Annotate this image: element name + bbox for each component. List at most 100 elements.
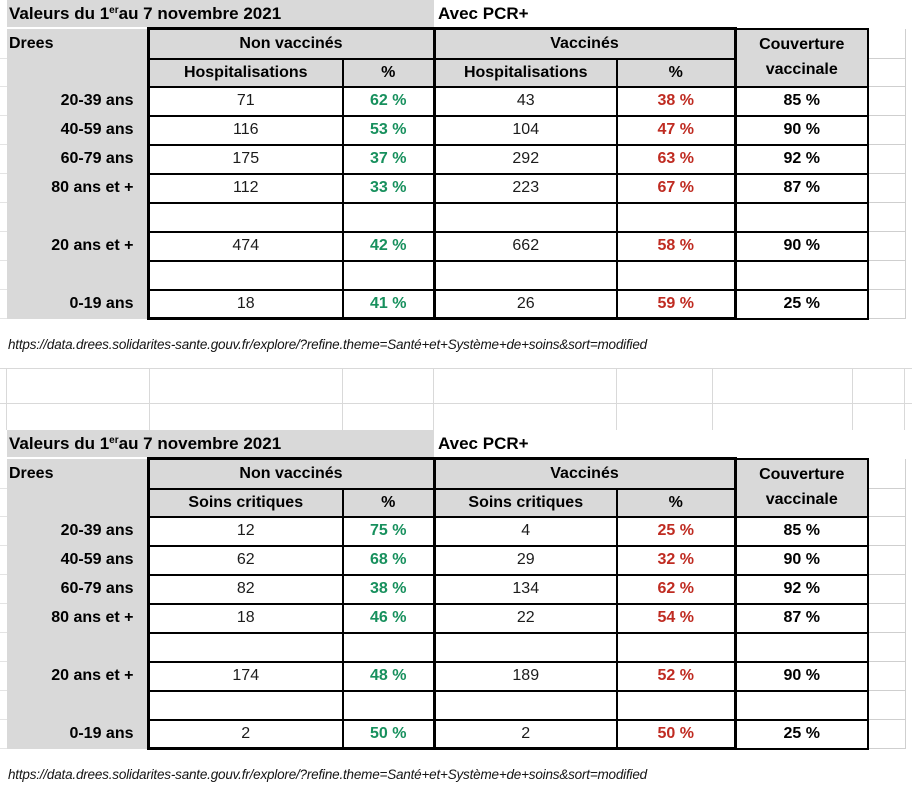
cell-nonvax-pct[interactable]: [342, 201, 436, 233]
cell-vax-pct[interactable]: [616, 631, 737, 663]
cell-coverage[interactable]: [734, 259, 869, 291]
cell-nonvax-pct[interactable]: 68 %: [342, 544, 436, 576]
cell-nonvax-count[interactable]: 12: [146, 515, 344, 547]
row-label[interactable]: 40-59 ans: [7, 115, 148, 145]
row-label[interactable]: [7, 690, 148, 720]
group-header-vaccines[interactable]: Vaccinés: [432, 27, 737, 60]
subheader-pct-vax[interactable]: %: [616, 487, 737, 518]
cell-nonvax-pct[interactable]: 33 %: [342, 172, 436, 204]
cell-vax-pct[interactable]: 25 %: [616, 515, 737, 547]
row-label[interactable]: 0-19 ans: [7, 719, 148, 749]
cell-coverage[interactable]: 85 %: [734, 85, 869, 117]
cell-coverage[interactable]: [734, 201, 869, 233]
cell-vax-count[interactable]: 104: [432, 114, 618, 146]
cell-nonvax-count[interactable]: 18: [146, 602, 344, 634]
cell-nonvax-pct[interactable]: 48 %: [342, 660, 436, 692]
cell-vax-pct[interactable]: 62 %: [616, 573, 737, 605]
cell-coverage[interactable]: 90 %: [734, 114, 869, 146]
cell-nonvax-count[interactable]: 71: [146, 85, 344, 117]
cell-vax-pct[interactable]: [616, 689, 737, 721]
cell-vax-pct[interactable]: 63 %: [616, 143, 737, 175]
cell-coverage[interactable]: 90 %: [734, 660, 869, 692]
cell-nonvax-count[interactable]: 116: [146, 114, 344, 146]
cell-nonvax-pct[interactable]: 41 %: [342, 288, 436, 320]
cell-nonvax-count[interactable]: 175: [146, 143, 344, 175]
group-header-nonvaccines[interactable]: Non vaccinés: [146, 457, 436, 490]
row-label[interactable]: [7, 260, 148, 290]
subheader-pct-nonvax[interactable]: %: [342, 57, 436, 88]
cell-nonvax-count[interactable]: 474: [146, 230, 344, 262]
cell-vax-pct[interactable]: 58 %: [616, 230, 737, 262]
cell-nonvax-pct[interactable]: 38 %: [342, 573, 436, 605]
cell-nonvax-count[interactable]: [146, 631, 344, 663]
cell-nonvax-count[interactable]: [146, 259, 344, 291]
cell-coverage[interactable]: 25 %: [734, 288, 869, 320]
row-label[interactable]: 0-19 ans: [7, 289, 148, 319]
subheader-pct-vax[interactable]: %: [616, 57, 737, 88]
cell-vax-count[interactable]: [432, 631, 618, 663]
cell-nonvax-count[interactable]: 62: [146, 544, 344, 576]
cell-vax-count[interactable]: 22: [432, 602, 618, 634]
cell-vax-count[interactable]: 26: [432, 288, 618, 320]
cell-vax-count[interactable]: [432, 201, 618, 233]
row-label[interactable]: 20 ans et +: [7, 231, 148, 261]
cell-coverage[interactable]: 87 %: [734, 602, 869, 634]
subheader-pct-nonvax[interactable]: %: [342, 487, 436, 518]
cell-vax-pct[interactable]: 50 %: [616, 718, 737, 750]
cell-nonvax-count[interactable]: 112: [146, 172, 344, 204]
cell-vax-pct[interactable]: 52 %: [616, 660, 737, 692]
cell-vax-pct[interactable]: 47 %: [616, 114, 737, 146]
cell-vax-count[interactable]: 134: [432, 573, 618, 605]
cell-coverage[interactable]: [734, 689, 869, 721]
subheader-metric-nonvax[interactable]: Hospitalisations: [146, 57, 344, 88]
corner-label-drees[interactable]: Drees: [7, 28, 148, 59]
cell-coverage[interactable]: 85 %: [734, 515, 869, 547]
cell-vax-count[interactable]: [432, 259, 618, 291]
cell-nonvax-pct[interactable]: 42 %: [342, 230, 436, 262]
cell-coverage[interactable]: 92 %: [734, 143, 869, 175]
cell-vax-count[interactable]: 662: [432, 230, 618, 262]
row-label[interactable]: 80 ans et +: [7, 173, 148, 203]
coverage-header[interactable]: Couverture vaccinale: [734, 457, 869, 518]
cell-vax-count[interactable]: 189: [432, 660, 618, 692]
cell-vax-pct[interactable]: [616, 201, 737, 233]
coverage-header[interactable]: Couverture vaccinale: [734, 27, 869, 88]
cell-coverage[interactable]: 92 %: [734, 573, 869, 605]
cell-nonvax-pct[interactable]: 62 %: [342, 85, 436, 117]
cell-vax-pct[interactable]: 32 %: [616, 544, 737, 576]
cell-nonvax-count[interactable]: 174: [146, 660, 344, 692]
sheet-title[interactable]: Valeurs du 1 er au 7 novembre 2021: [7, 0, 434, 27]
cell-coverage[interactable]: 90 %: [734, 230, 869, 262]
row-label[interactable]: 20-39 ans: [7, 86, 148, 116]
cell-coverage[interactable]: 25 %: [734, 718, 869, 750]
cell-nonvax-pct[interactable]: 37 %: [342, 143, 436, 175]
subheader-metric-vax[interactable]: Hospitalisations: [432, 57, 618, 88]
cell-nonvax-count[interactable]: 2: [146, 718, 344, 750]
cell-vax-count[interactable]: 29: [432, 544, 618, 576]
cell-coverage[interactable]: 87 %: [734, 172, 869, 204]
cell-coverage[interactable]: [734, 631, 869, 663]
cell-vax-count[interactable]: [432, 689, 618, 721]
cell-vax-count[interactable]: 292: [432, 143, 618, 175]
cell-vax-count[interactable]: 2: [432, 718, 618, 750]
cell-nonvax-count[interactable]: [146, 201, 344, 233]
cell-nonvax-pct[interactable]: [342, 631, 436, 663]
cell-vax-pct[interactable]: 54 %: [616, 602, 737, 634]
cell-nonvax-count[interactable]: [146, 689, 344, 721]
cell-nonvax-pct[interactable]: 53 %: [342, 114, 436, 146]
cell-vax-count[interactable]: 223: [432, 172, 618, 204]
corner-label-drees[interactable]: Drees: [7, 458, 148, 489]
cell-nonvax-pct[interactable]: 75 %: [342, 515, 436, 547]
cell-nonvax-pct[interactable]: 46 %: [342, 602, 436, 634]
pcr-plus-label[interactable]: Avec PCR+: [438, 3, 529, 23]
group-header-nonvaccines[interactable]: Non vaccinés: [146, 27, 436, 60]
cell-vax-pct[interactable]: [616, 259, 737, 291]
group-header-vaccines[interactable]: Vaccinés: [432, 457, 737, 490]
cell-vax-pct[interactable]: 59 %: [616, 288, 737, 320]
row-label[interactable]: [7, 632, 148, 662]
row-label[interactable]: 80 ans et +: [7, 603, 148, 633]
cell-coverage[interactable]: 90 %: [734, 544, 869, 576]
row-label[interactable]: 60-79 ans: [7, 144, 148, 174]
pcr-plus-label[interactable]: Avec PCR+: [438, 433, 529, 453]
row-label[interactable]: 20-39 ans: [7, 516, 148, 546]
